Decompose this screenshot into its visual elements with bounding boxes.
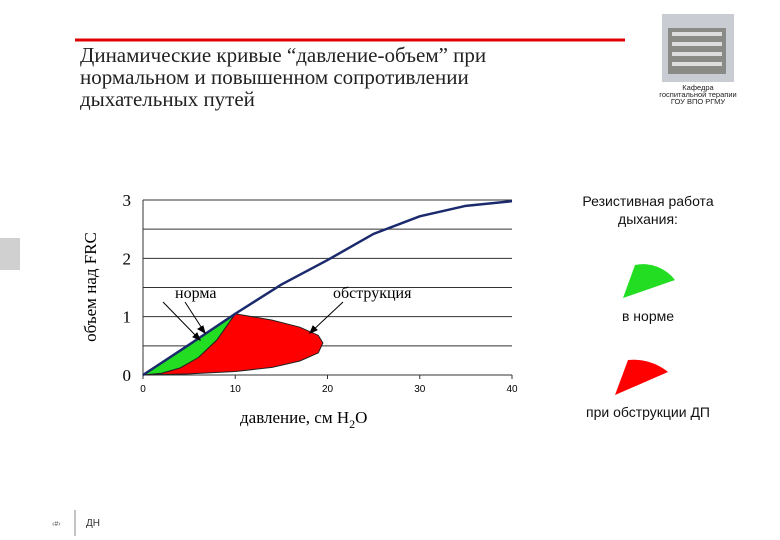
- curve: [142, 199, 513, 377]
- work-obstruction: [615, 359, 668, 395]
- work-normal: [623, 264, 675, 298]
- logo-caption: ГОУ ВПО РГМУ: [671, 97, 726, 106]
- y-tick-label: 1: [123, 308, 132, 327]
- x-tick-label: 0: [140, 384, 146, 395]
- side-title: дыхания:: [618, 211, 678, 227]
- title-line: дыхательных путей: [80, 87, 255, 111]
- x-tick-label: 10: [230, 384, 242, 395]
- x-axis-label: давление, см H2O: [240, 408, 367, 431]
- title-line: Динамические кривые “давление-объем” при: [80, 43, 486, 67]
- footer-text: ДН: [86, 518, 100, 529]
- annotation: обструкция: [333, 285, 412, 302]
- logo-caption: госпитальной терапии: [659, 90, 736, 99]
- x-tick-label: 30: [414, 384, 426, 395]
- y-tick-label: 0: [123, 366, 132, 385]
- logo-caption: Кафедра: [682, 83, 714, 92]
- title-line: нормальном и повышенном сопротивлении: [80, 65, 469, 89]
- x-tick-label: 20: [322, 384, 334, 395]
- annotation-arrows: [162, 301, 344, 341]
- side-title: Резистивная работа: [582, 193, 713, 209]
- y-axis-label: объем над FRC: [81, 232, 100, 342]
- logo: [662, 14, 734, 82]
- annotation: норма: [175, 285, 216, 302]
- slide-number: ‹#›: [52, 521, 61, 528]
- y-tick-label: 2: [123, 249, 132, 268]
- side-label: при обструкции ДП: [586, 404, 710, 420]
- y-tick-label: 3: [123, 191, 132, 210]
- side-tab: [0, 238, 20, 270]
- side-label: в норме: [622, 308, 674, 324]
- x-tick-label: 40: [506, 384, 518, 395]
